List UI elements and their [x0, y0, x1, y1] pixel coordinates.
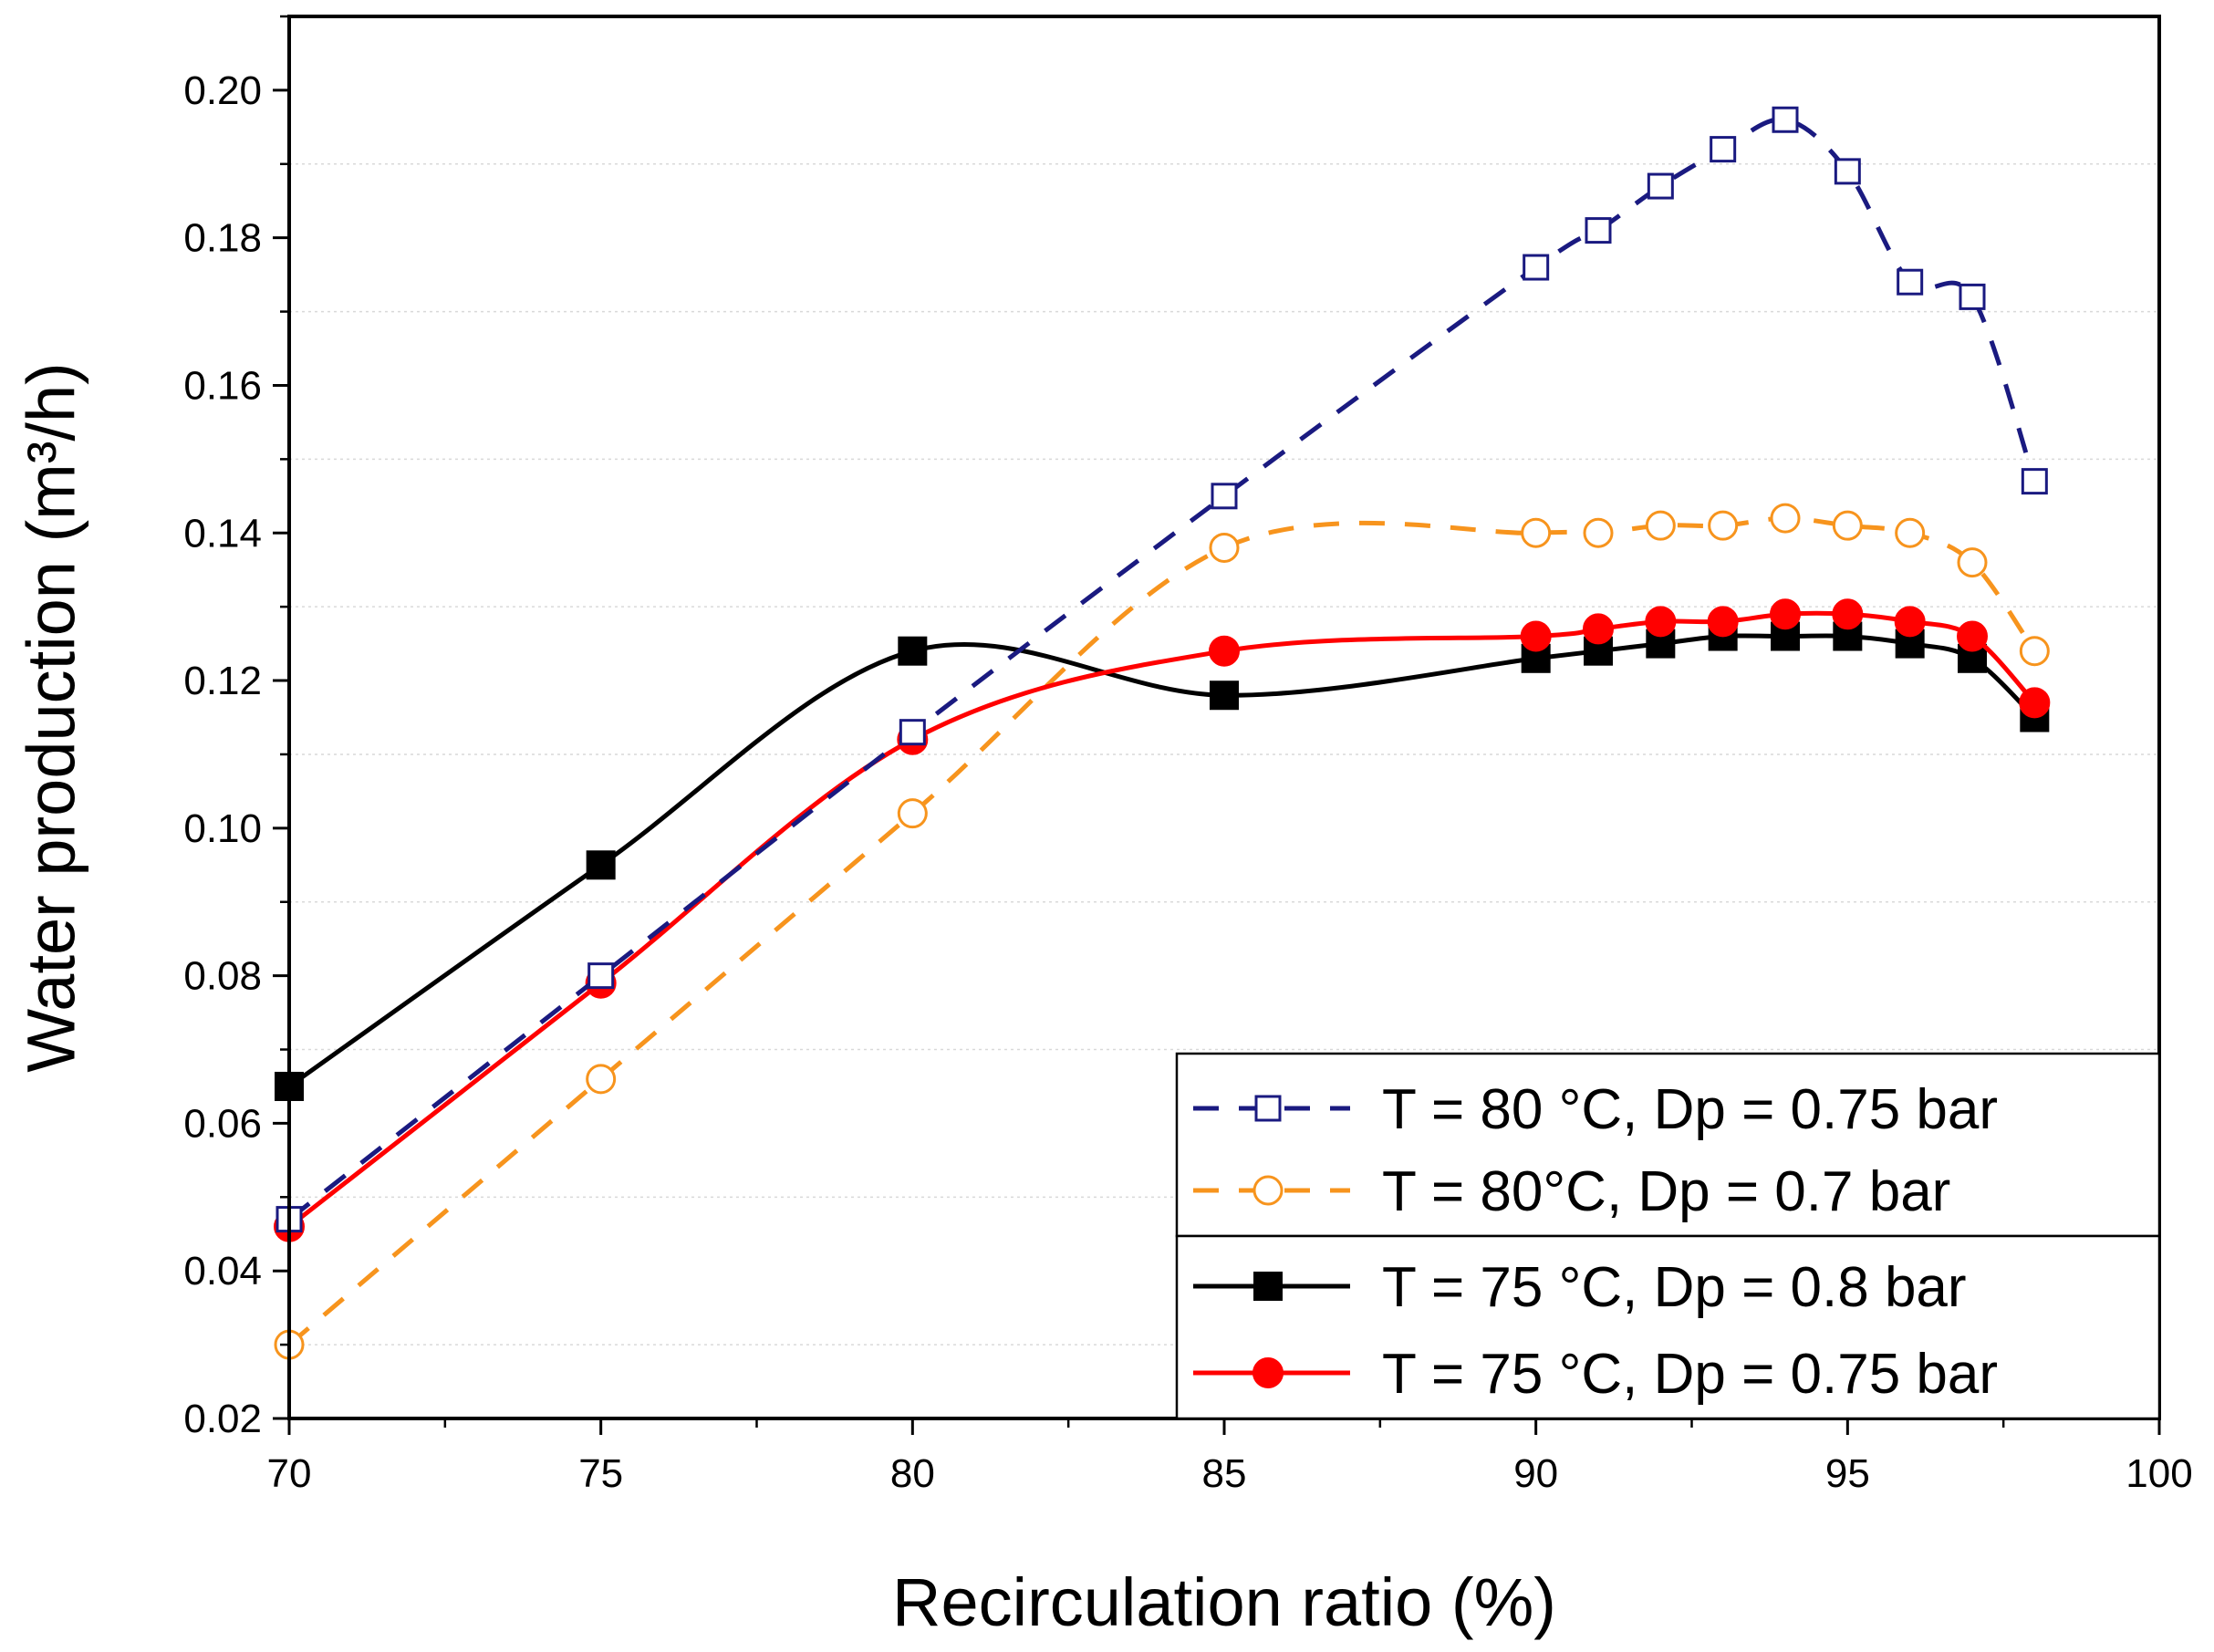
- series-2: [274, 503, 2050, 1360]
- x-tick-label: 70: [267, 1451, 312, 1496]
- data-point: [1894, 606, 1926, 638]
- data-point: [1210, 681, 1239, 711]
- data-point: [1707, 606, 1739, 638]
- x-tick-label: 75: [578, 1451, 623, 1496]
- data-point: [1521, 517, 1552, 548]
- y-tick-label: 0.20: [183, 68, 262, 113]
- y-axis-title: Water production (m³/h): [14, 362, 89, 1073]
- y-tick-label: 0.12: [183, 659, 262, 703]
- data-point: [1708, 510, 1739, 541]
- legend-item: T = 80 °C, Dp = 0.75 bar: [1193, 1078, 1998, 1141]
- x-axis-title: Recirculation ratio (%): [892, 1564, 1556, 1640]
- data-point: [899, 719, 926, 746]
- data-point: [1832, 510, 1863, 541]
- data-point: [1710, 136, 1737, 163]
- series-layer: [274, 106, 2051, 1360]
- data-point: [1897, 268, 1924, 296]
- data-point: [2019, 636, 2050, 667]
- data-point: [1523, 254, 1550, 281]
- data-point: [1647, 172, 1674, 200]
- x-tick-label: 80: [890, 1451, 935, 1496]
- series-line: [287, 633, 2037, 1089]
- y-tick-label: 0.16: [183, 363, 262, 408]
- data-point: [1895, 517, 1926, 548]
- legend: T = 80 °C, Dp = 0.75 bar T = 80°C, Dp = 0…: [1175, 1052, 2161, 1420]
- legend-item: T = 80°C, Dp = 0.7 bar: [1193, 1160, 1950, 1223]
- y-tick-label: 0.06: [183, 1101, 262, 1146]
- series-line: [287, 515, 2037, 1347]
- data-point: [1585, 217, 1612, 244]
- data-point: [1583, 613, 1614, 645]
- data-point: [1959, 283, 1986, 310]
- data-point: [586, 850, 616, 880]
- data-point: [1832, 598, 1864, 630]
- legend-label: T = 75 °C, Dp = 0.75 bar: [1382, 1343, 1998, 1406]
- data-point: [1834, 158, 1861, 185]
- legend-marker: [1254, 1095, 1282, 1122]
- data-point: [1209, 635, 1240, 667]
- y-tick-label: 0.02: [183, 1397, 262, 1441]
- y-tick-label: 0.14: [183, 511, 262, 556]
- legend-box-bottom: [1175, 1234, 2161, 1420]
- legend-item: T = 75 °C, Dp = 0.8 bar: [1193, 1256, 1967, 1319]
- data-point: [2019, 687, 2051, 719]
- data-point: [1770, 598, 1801, 630]
- data-point: [587, 962, 615, 990]
- data-point: [1645, 606, 1677, 638]
- legend-marker: [1253, 1272, 1283, 1301]
- legend-label: T = 80 °C, Dp = 0.75 bar: [1382, 1078, 1998, 1141]
- y-tick-label: 0.04: [183, 1249, 262, 1294]
- y-tick-label: 0.08: [183, 954, 262, 999]
- data-point: [897, 798, 928, 829]
- x-tick-label: 85: [1202, 1451, 1247, 1496]
- data-point: [1645, 510, 1676, 541]
- y-tick-label: 0.18: [183, 216, 262, 261]
- data-point: [586, 1064, 617, 1095]
- data-point: [1770, 503, 1801, 534]
- legend-item: T = 75 °C, Dp = 0.75 bar: [1193, 1343, 1998, 1406]
- x-tick-label: 95: [1825, 1451, 1870, 1496]
- data-point: [1520, 620, 1552, 652]
- data-point: [1583, 517, 1614, 548]
- series-4: [274, 598, 2051, 1242]
- data-point: [2021, 468, 2048, 495]
- legend-label: T = 80°C, Dp = 0.7 bar: [1382, 1160, 1950, 1223]
- data-point: [1209, 532, 1240, 563]
- legend-label: T = 75 °C, Dp = 0.8 bar: [1382, 1256, 1967, 1319]
- legend-box-top: [1175, 1052, 2161, 1238]
- data-point: [1957, 547, 1988, 578]
- data-point: [1521, 643, 1551, 673]
- axis-ticks: 70 75 80 85 90 95 100 0.02 0.04 0.06 0.08 0.10 0.12 0…: [183, 15, 2193, 1496]
- data-point: [1957, 620, 1988, 652]
- legend-marker: [1253, 1357, 1284, 1388]
- x-tick-label: 100: [2126, 1451, 2192, 1496]
- legend-marker: [1253, 1175, 1284, 1206]
- data-point: [1211, 483, 1238, 510]
- y-tick-label: 0.10: [183, 806, 262, 851]
- data-point: [1772, 106, 1799, 133]
- x-tick-label: 90: [1513, 1451, 1558, 1496]
- data-point: [898, 636, 928, 666]
